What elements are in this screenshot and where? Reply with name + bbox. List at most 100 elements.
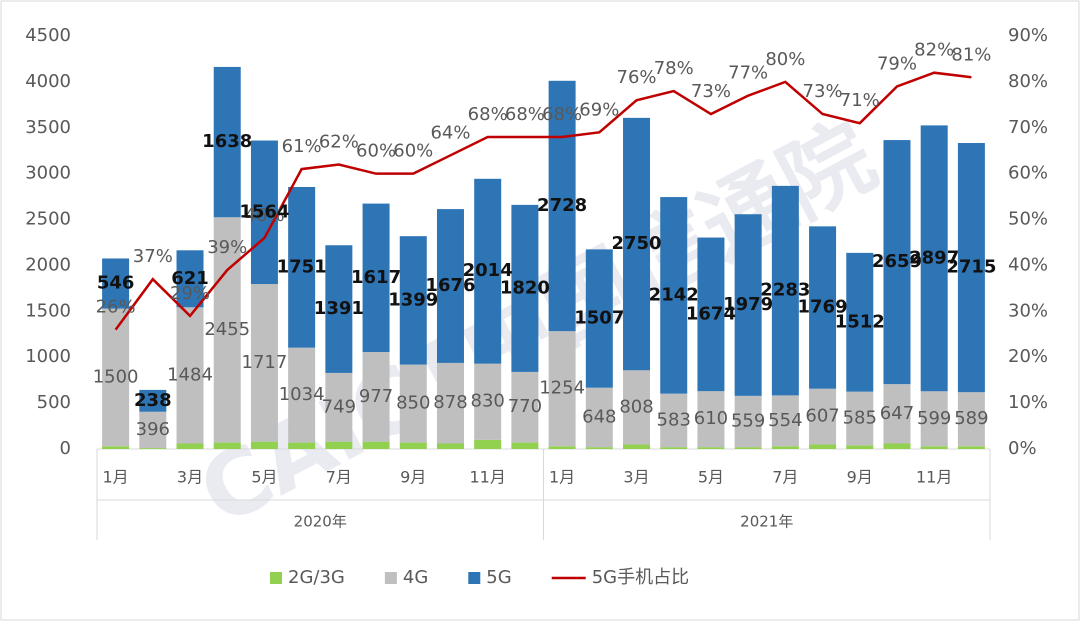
value-label: 610 bbox=[694, 408, 728, 429]
y2-tick-label: 10% bbox=[1008, 392, 1048, 413]
bar bbox=[883, 443, 911, 449]
bar bbox=[102, 258, 130, 309]
bar bbox=[957, 446, 985, 449]
group-label: 2020年 bbox=[294, 513, 347, 531]
line-label: 79% bbox=[877, 53, 917, 74]
y-tick-label: 0 bbox=[60, 438, 71, 459]
bar bbox=[883, 384, 911, 444]
value-label-5g: 1979 bbox=[723, 294, 773, 315]
line-label: 46% bbox=[244, 205, 284, 226]
line-label: 69% bbox=[579, 99, 619, 120]
bar bbox=[548, 80, 576, 332]
bar bbox=[474, 178, 502, 364]
value-label-5g: 238 bbox=[134, 390, 172, 411]
bar bbox=[846, 445, 874, 449]
bar bbox=[436, 209, 464, 363]
value-label-5g: 2750 bbox=[611, 233, 661, 254]
value-label: 648 bbox=[582, 406, 616, 427]
line-label: 80% bbox=[765, 49, 805, 70]
value-label-5g: 1512 bbox=[835, 311, 885, 332]
value-label-5g: 2728 bbox=[537, 195, 587, 216]
bar bbox=[139, 411, 167, 449]
bar bbox=[734, 214, 762, 396]
bar bbox=[697, 237, 725, 392]
x-tick-label: 7月 bbox=[772, 468, 798, 487]
value-label: 554 bbox=[768, 410, 802, 431]
bar bbox=[399, 442, 427, 449]
bar bbox=[623, 117, 651, 371]
bar bbox=[139, 448, 167, 449]
value-label-5g: 1638 bbox=[202, 131, 252, 152]
bar bbox=[920, 391, 948, 447]
y2-tick-label: 40% bbox=[1008, 254, 1048, 275]
y2-tick-label: 0% bbox=[1008, 438, 1037, 459]
x-tick-label: 9月 bbox=[400, 468, 426, 487]
legend-label: 4G bbox=[403, 567, 428, 588]
value-label: 1034 bbox=[279, 384, 325, 405]
value-label: 583 bbox=[657, 409, 691, 430]
value-label-5g: 1769 bbox=[798, 297, 848, 318]
value-label-5g: 1391 bbox=[314, 298, 364, 319]
line-label: 77% bbox=[728, 63, 768, 84]
y-tick-label: 3500 bbox=[25, 117, 71, 138]
bar bbox=[362, 203, 390, 352]
y-tick-label: 2000 bbox=[25, 254, 71, 275]
bar bbox=[920, 446, 948, 449]
line-label: 26% bbox=[96, 297, 136, 318]
bar bbox=[771, 185, 799, 396]
bar bbox=[585, 249, 613, 388]
bar bbox=[697, 447, 725, 449]
x-tick-label: 11月 bbox=[470, 468, 506, 487]
line-label: 76% bbox=[617, 67, 657, 88]
y-tick-label: 4000 bbox=[25, 71, 71, 92]
bar bbox=[623, 370, 651, 445]
y2-tick-label: 50% bbox=[1008, 209, 1048, 230]
x-tick-label: 11月 bbox=[916, 468, 952, 487]
bar bbox=[399, 236, 427, 365]
y-tick-label: 3000 bbox=[25, 163, 71, 184]
legend-label: 5G手机占比 bbox=[592, 567, 689, 588]
value-label: 770 bbox=[508, 396, 542, 417]
value-label: 559 bbox=[731, 411, 765, 432]
value-label-5g: 1676 bbox=[425, 275, 475, 296]
line-label: 68% bbox=[505, 104, 545, 125]
line bbox=[114, 71, 972, 331]
value-label: 977 bbox=[359, 386, 393, 407]
legend-swatch bbox=[384, 572, 397, 584]
value-label-5g: 2659 bbox=[872, 251, 922, 272]
bar bbox=[809, 388, 837, 445]
bar bbox=[957, 392, 985, 447]
value-label: 1484 bbox=[167, 364, 213, 385]
value-label: 607 bbox=[805, 406, 839, 427]
bar bbox=[325, 372, 353, 442]
bar bbox=[771, 446, 799, 449]
line-label: 60% bbox=[356, 141, 396, 162]
bar bbox=[623, 444, 651, 449]
bar bbox=[846, 252, 874, 392]
bar bbox=[846, 391, 874, 446]
value-label: 1254 bbox=[539, 378, 585, 399]
line-label: 73% bbox=[803, 81, 843, 102]
value-label-5g: 2142 bbox=[649, 284, 699, 305]
line-label: 71% bbox=[840, 90, 880, 111]
y2-tick-label: 90% bbox=[1008, 25, 1048, 46]
y2-tick-label: 30% bbox=[1008, 300, 1048, 321]
bar bbox=[548, 331, 576, 447]
value-label-5g: 621 bbox=[171, 268, 209, 289]
bar bbox=[474, 439, 502, 449]
x-tick-label: 7月 bbox=[326, 468, 352, 487]
bar bbox=[250, 140, 278, 285]
value-label: 396 bbox=[136, 419, 170, 440]
legend-swatch bbox=[468, 572, 481, 584]
y2-tick-label: 60% bbox=[1008, 163, 1048, 184]
x-tick-label: 9月 bbox=[847, 468, 873, 487]
value-label-5g: 1399 bbox=[388, 289, 438, 310]
value-label: 1500 bbox=[93, 366, 139, 387]
legend-label: 5G bbox=[486, 567, 511, 588]
bar bbox=[771, 395, 799, 447]
value-label-5g: 1820 bbox=[500, 277, 550, 298]
bar bbox=[362, 351, 390, 442]
bar bbox=[250, 441, 278, 449]
value-label: 1717 bbox=[242, 352, 288, 373]
line-label: 37% bbox=[133, 246, 173, 267]
